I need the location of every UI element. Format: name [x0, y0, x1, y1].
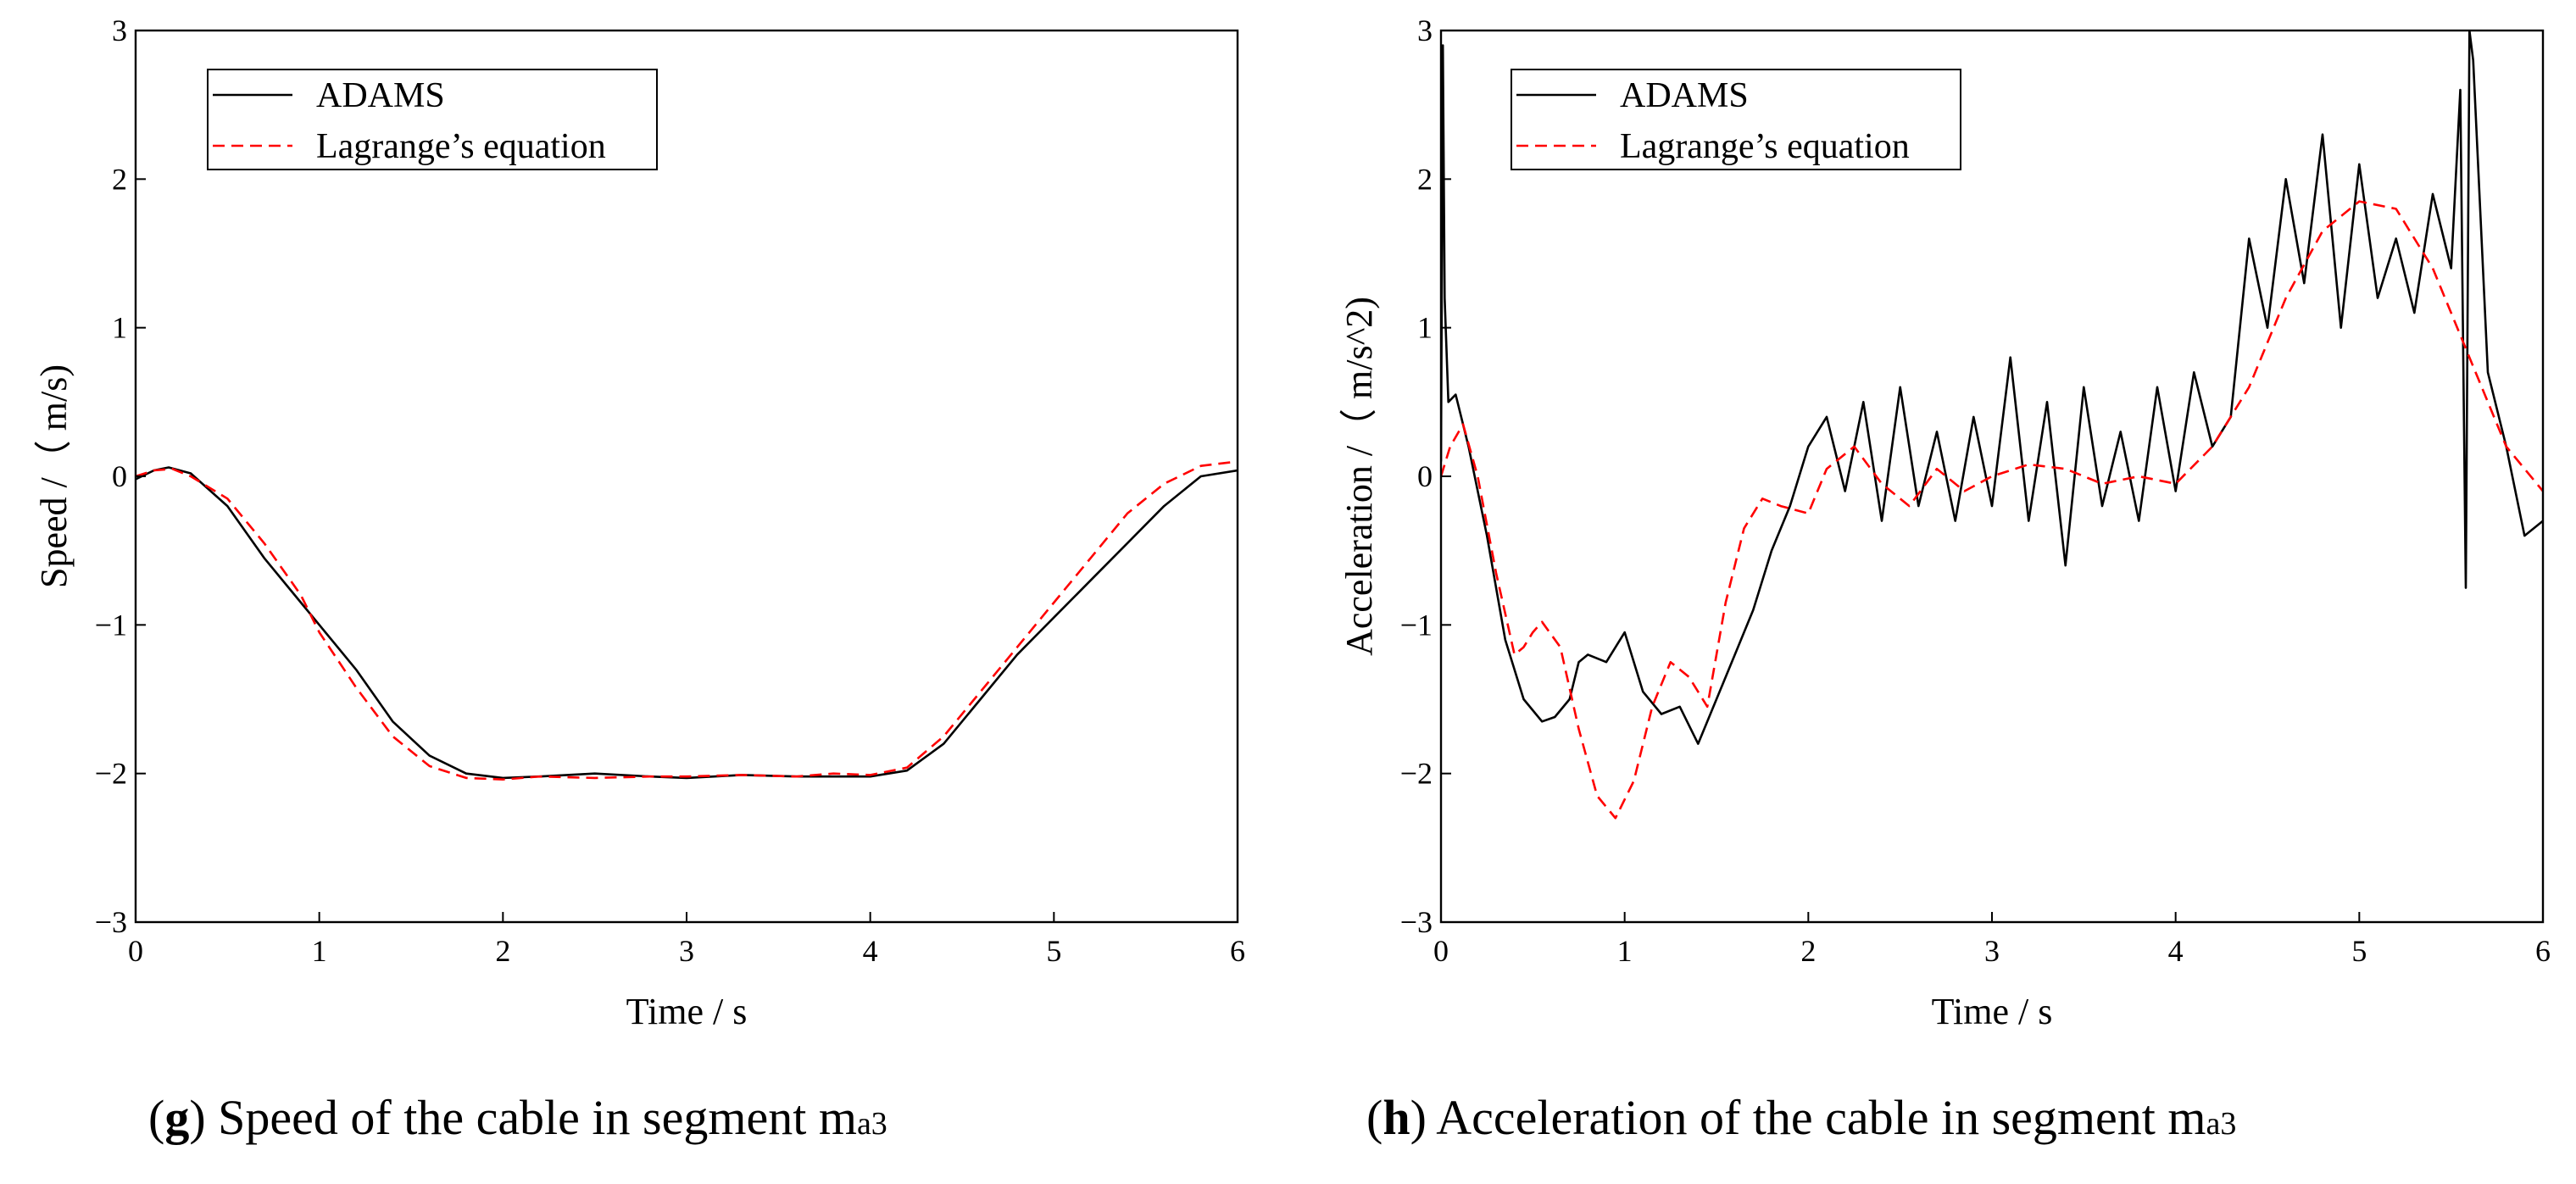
- caption-g-text: Speed of the cable in segment m: [205, 1090, 857, 1145]
- x-tick-label: 6: [2535, 934, 2551, 968]
- x-tick-label: 6: [1230, 934, 1245, 968]
- y-tick-label: 3: [1417, 14, 1433, 47]
- caption-h-subscript: a3: [2206, 1106, 2237, 1142]
- y-tick-label: 0: [112, 459, 127, 493]
- y-tick-label: −1: [95, 608, 127, 642]
- x-axis-title: Time / s: [626, 991, 748, 1032]
- caption-g: (g) Speed of the cable in segment ma3: [148, 1090, 887, 1145]
- y-tick-label: 0: [1417, 459, 1433, 493]
- y-tick-label: −3: [1400, 905, 1433, 939]
- y-tick-label: −1: [1400, 608, 1433, 642]
- legend: ADAMS Lagrange’s equation: [207, 69, 658, 170]
- legend: ADAMS Lagrange’s equation: [1511, 69, 1961, 170]
- caption-g-subscript: a3: [856, 1106, 887, 1142]
- x-tick-label: 4: [863, 934, 878, 968]
- x-tick-label: 2: [495, 934, 510, 968]
- y-tick-label: 1: [112, 311, 127, 345]
- y-tick-label: 3: [112, 14, 127, 47]
- legend-label-lagrange: Lagrange’s equation: [316, 127, 606, 166]
- series-line-adams: [136, 466, 1238, 780]
- series-line-adams: [1441, 31, 2543, 745]
- caption-g-letter: g: [164, 1090, 190, 1145]
- x-axis-title: Time / s: [1932, 991, 2053, 1032]
- series-line-lagrange: [136, 460, 1238, 781]
- y-tick-label: 2: [112, 162, 127, 196]
- x-tick-label: 4: [2168, 934, 2184, 968]
- legend-box: [1511, 69, 1961, 170]
- legend-label-adams: ADAMS: [1620, 76, 1749, 115]
- x-tick-label: 1: [312, 934, 327, 968]
- x-tick-label: 3: [679, 934, 694, 968]
- y-axis-title: Speed /（ m/s): [33, 364, 75, 588]
- legend-label-adams: ADAMS: [316, 76, 445, 115]
- legend-label-lagrange: Lagrange’s equation: [1620, 127, 1910, 166]
- y-tick-label: −2: [1400, 757, 1433, 791]
- caption-h: (h) Acceleration of the cable in segment…: [1366, 1090, 2237, 1145]
- x-tick-label: 5: [2351, 934, 2367, 968]
- legend-box: [207, 69, 658, 170]
- x-tick-label: 3: [1984, 934, 2000, 968]
- caption-h-text: Acceleration of the cable in segment m: [1426, 1090, 2206, 1145]
- y-axis-title: Acceleration /（ m/s^2): [1338, 297, 1380, 656]
- x-tick-label: 2: [1800, 934, 1816, 968]
- x-tick-label: 1: [1617, 934, 1633, 968]
- speed-chart: 0 1 2 3 4 5 6 −3 −2 −1 0 1 2 3 Time / s Speed /（ m/s) AD…: [33, 14, 1245, 1032]
- y-tick-label: 1: [1417, 311, 1433, 345]
- x-tick-label: 0: [128, 934, 143, 968]
- x-tick-label: 5: [1046, 934, 1061, 968]
- x-tick-label: 0: [1433, 934, 1449, 968]
- y-tick-label: −3: [95, 905, 127, 939]
- acceleration-chart: 0 1 2 3 4 5 6 −3 −2 −1 0 1 2 3 Time / s Acceleration /（…: [1338, 14, 2551, 1032]
- series-line-lagrange: [1441, 200, 2543, 820]
- caption-h-letter: h: [1383, 1090, 1410, 1145]
- y-tick-label: −2: [95, 757, 127, 791]
- y-tick-label: 2: [1417, 162, 1433, 196]
